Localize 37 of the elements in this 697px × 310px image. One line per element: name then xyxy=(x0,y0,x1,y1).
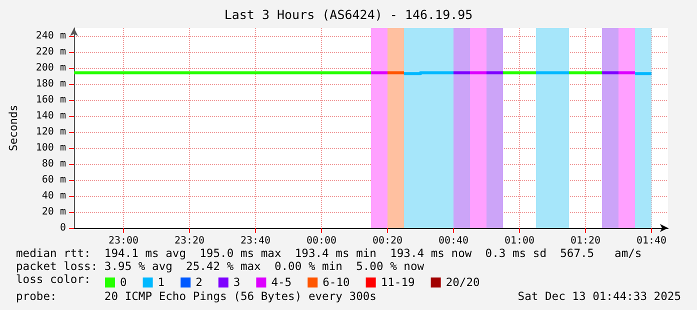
legend-label: 0 xyxy=(120,276,127,289)
x-tick-label: 00:40 xyxy=(438,236,469,246)
text: probe: 20 ICMP Echo Pings (56 Bytes) every 300s xyxy=(16,290,376,303)
text: Sat Dec 13 01:44:33 2025 xyxy=(518,290,682,303)
y-tick-label: 40 m xyxy=(42,190,66,202)
y-tick-label: 100 m xyxy=(36,142,66,154)
x-tick-label: 23:20 xyxy=(174,236,205,246)
y-tick-label: 200 m xyxy=(36,62,66,74)
legend-label: 6-10 xyxy=(322,276,350,289)
y-tick-label: 120 m xyxy=(36,126,66,138)
x-tick-label: 23:40 xyxy=(240,236,271,246)
y-tick-label: 240 m xyxy=(36,30,66,42)
chart-title: Last 3 Hours (AS6424) - 146.19.95 xyxy=(224,7,473,22)
y-tick-label: 20 m xyxy=(42,206,66,218)
text: median rtt: 194.1 ms avg 195.0 ms max 193.4 ms min 193.4 ms now 0.3 ms sd 567.5 am/s xyxy=(16,247,642,260)
x-tick-label: 00:20 xyxy=(372,236,403,246)
y-tick-label: 60 m xyxy=(42,174,66,186)
x-tick-label: 01:20 xyxy=(570,236,601,246)
text: packet loss: 3.95 % avg 25.42 % max 0.00 % min 5.00 % now xyxy=(16,260,424,273)
x-tick-label: 01:00 xyxy=(504,236,535,246)
legend-label: 20/20 xyxy=(446,276,480,289)
y-tick-label: 140 m xyxy=(36,110,66,122)
x-tick-label: 23:00 xyxy=(108,236,139,246)
legend-label: 4-5 xyxy=(271,276,292,289)
y-tick-label: 180 m xyxy=(36,78,66,90)
y-tick-label: 80 m xyxy=(42,158,66,170)
legend-label: 11-19 xyxy=(380,276,416,289)
legend-label: 1 xyxy=(158,276,165,289)
legend-label: 3 xyxy=(233,276,240,289)
x-tick-label: 01:40 xyxy=(636,236,667,246)
x-tick-label: 00:00 xyxy=(306,236,337,246)
y-tick-label: 160 m xyxy=(36,94,66,106)
y-tick-label: 0 xyxy=(60,222,66,234)
y-axis-title: Seconds xyxy=(7,104,20,152)
y-tick-label: 220 m xyxy=(36,46,66,58)
legend-title: loss color: xyxy=(16,273,91,286)
legend-label: 2 xyxy=(196,276,202,289)
